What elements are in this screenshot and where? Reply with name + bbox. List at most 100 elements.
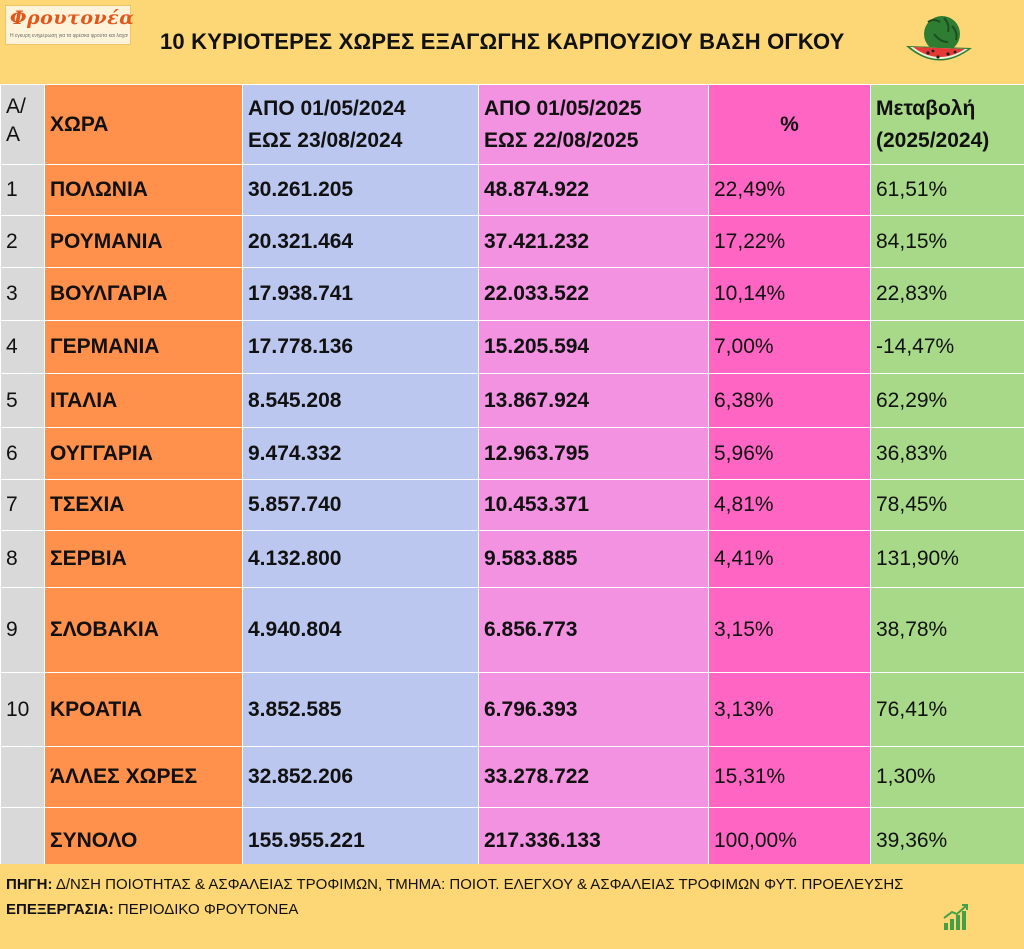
cell-country: ΤΣΕΧΙΑ (44, 479, 243, 531)
source-label: ΠΗΓΗ: (6, 876, 53, 893)
cell-share-pct: 4,81% (708, 479, 871, 531)
cell-num (0, 746, 45, 808)
cell-country: ΙΤΑΛΙΑ (44, 373, 243, 428)
cell-num: 6 (0, 427, 45, 480)
cell-num: 2 (0, 215, 45, 268)
table-row: 4 ΓΕΡΜΑΝΙΑ 17.778.136 15.205.594 7,00% -14,47… (0, 320, 1024, 374)
cell-value-2024: 8.545.208 (242, 373, 479, 428)
table-row: 6 ΟΥΓΓΑΡΙΑ 9.474.332 12.963.795 5,96% 36,83% (0, 427, 1024, 480)
cell-share-pct: 5,96% (708, 427, 871, 480)
header-row: Α/Α ΧΩΡΑ ΑΠΟ 01/05/2024 ΕΩΣ 23/08/2024 ΑΠ… (0, 84, 1024, 165)
cell-share-pct: 4,41% (708, 530, 871, 588)
logo[interactable]: Φρουτονέα Η έγκυρη ενημέρωση για τα φρέσ… (5, 5, 135, 45)
growth-chart-icon (943, 904, 968, 930)
cell-share-pct: 22,49% (708, 164, 871, 216)
cell-num: 9 (0, 587, 45, 673)
cell-change-pct: 62,29% (870, 373, 1024, 428)
cell-change-pct: 22,83% (870, 267, 1024, 321)
table-row: 8 ΣΕΡΒΙΑ 4.132.800 9.583.885 4,41% 131,90% (0, 530, 1024, 588)
cell-country: ΣΛΟΒΑΚΙΑ (44, 587, 243, 673)
cell-share-pct: 3,15% (708, 587, 871, 673)
table-row: 3 ΒΟΥΛΓΑΡΙΑ 17.938.741 22.033.522 10,14% 22,8… (0, 267, 1024, 321)
cell-num: 1 (0, 164, 45, 216)
col-header-country: ΧΩΡΑ (44, 84, 243, 165)
cell-value-2025: 15.205.594 (478, 320, 709, 374)
table-row: 9 ΣΛΟΒΑΚΙΑ 4.940.804 6.856.773 3,15% 38,78% (0, 587, 1024, 673)
cell-value-2025: 13.867.924 (478, 373, 709, 428)
cell-num: 10 (0, 672, 45, 747)
cell-change-pct: 76,41% (870, 672, 1024, 747)
cell-value-2024: 9.474.332 (242, 427, 479, 480)
table-row: 2 ΡΟΥΜΑΝΙΑ 20.321.464 37.421.232 17,22% 84,15… (0, 215, 1024, 268)
col-header-change: Μεταβολή (2025/2024) (870, 84, 1024, 165)
cell-value-2024: 17.778.136 (242, 320, 479, 374)
cell-country: ΠΟΛΩΝΙΑ (44, 164, 243, 216)
cell-change-pct: 61,51% (870, 164, 1024, 216)
cell-value-2025: 22.033.522 (478, 267, 709, 321)
cell-value-2025: 6.796.393 (478, 672, 709, 747)
cell-num: 7 (0, 479, 45, 531)
cell-country: ΓΕΡΜΑΝΙΑ (44, 320, 243, 374)
cell-value-2025: 33.278.722 (478, 746, 709, 808)
processing-label: ΕΠΕΞΕΡΓΑΣΙΑ: (6, 901, 114, 918)
cell-change-pct: 84,15% (870, 215, 1024, 268)
col-header-2025: ΑΠΟ 01/05/2025 ΕΩΣ 22/08/2025 (478, 84, 709, 165)
cell-num: 8 (0, 530, 45, 588)
cell-change-pct: 78,45% (870, 479, 1024, 531)
page-title: 10 ΚΥΡΙΟΤΕΡΕΣ ΧΩΡΕΣ ΕΞΑΓΩΓΗΣ ΚΑΡΠΟΥΖΙΟΥ … (160, 29, 845, 54)
cell-country: ΒΟΥΛΓΑΡΙΑ (44, 267, 243, 321)
table-row: 5 ΙΤΑΛΙΑ 8.545.208 13.867.924 6,38% 62,29% (0, 373, 1024, 428)
cell-share-pct: 7,00% (708, 320, 871, 374)
cell-change-pct: 131,90% (870, 530, 1024, 588)
cell-num: 3 (0, 267, 45, 321)
cell-share-pct: 15,31% (708, 746, 871, 808)
logo-tagline: Η έγκυρη ενημέρωση για τα φρέσκα φρούτα … (10, 33, 128, 39)
cell-value-2025: 48.874.922 (478, 164, 709, 216)
cell-change-pct: -14,47% (870, 320, 1024, 374)
cell-share-pct: 3,13% (708, 672, 871, 747)
table-row: 1 ΠΟΛΩΝΙΑ 30.261.205 48.874.922 22,49% 61,51% (0, 164, 1024, 216)
processing-text: ΠΕΡΙΟΔΙΚΟ ΦΡΟΥΤΟΝΕΑ (113, 901, 299, 918)
cell-value-2025: 37.421.232 (478, 215, 709, 268)
col-header-2024: ΑΠΟ 01/05/2024 ΕΩΣ 23/08/2024 (242, 84, 479, 165)
cell-value-2024: 30.261.205 (242, 164, 479, 216)
cell-value-2024: 3.852.585 (242, 672, 479, 747)
footer: ΠΗΓΗ: Δ/ΝΣΗ ΠΟΙΟΤΗΤΑΣ & ΑΣΦΑΛΕΙΑΣ ΤΡΟΦΙΜ… (0, 864, 1024, 949)
cell-change-pct: 1,30% (870, 746, 1024, 808)
table-row: 10 ΚΡΟΑΤΙΑ 3.852.585 6.796.393 3,13% 76,41% (0, 672, 1024, 747)
cell-num: 5 (0, 373, 45, 428)
processing-note: ΕΠΕΞΕΡΓΑΣΙΑ: ΠΕΡΙΟΔΙΚΟ ΦΡΟΥΤΟΝΕΑ (6, 901, 298, 918)
cell-value-2024: 32.852.206 (242, 746, 479, 808)
cell-num: 4 (0, 320, 45, 374)
cell-value-2025: 217.336.133 (478, 807, 709, 874)
table-row: 7 ΤΣΕΧΙΑ 5.857.740 10.453.371 4,81% 78,45% (0, 479, 1024, 531)
logo-name: Φρουτονέα (10, 7, 135, 29)
col-header-pct: % (708, 84, 871, 165)
cell-value-2025: 6.856.773 (478, 587, 709, 673)
cell-value-2024: 17.938.741 (242, 267, 479, 321)
cell-change-pct: 38,78% (870, 587, 1024, 673)
cell-country: ΆΛΛΕΣ ΧΩΡΕΣ (44, 746, 243, 808)
cell-country: ΚΡΟΑΤΙΑ (44, 672, 243, 747)
cell-value-2024: 4.132.800 (242, 530, 479, 588)
header: Φρουτονέα Η έγκυρη ενημέρωση για τα φρέσ… (0, 0, 1024, 84)
cell-value-2025: 10.453.371 (478, 479, 709, 531)
cell-value-2025: 9.583.885 (478, 530, 709, 588)
watermelon-slice-icon (906, 16, 972, 61)
cell-country: ΡΟΥΜΑΝΙΑ (44, 215, 243, 268)
cell-change-pct: 36,83% (870, 427, 1024, 480)
table-row: ΆΛΛΕΣ ΧΩΡΕΣ 32.852.206 33.278.722 15,31% 1,3… (0, 746, 1024, 808)
cell-value-2024: 20.321.464 (242, 215, 479, 268)
exports-table: Α/Α ΧΩΡΑ ΑΠΟ 01/05/2024 ΕΩΣ 23/08/2024 ΑΠ… (0, 84, 1024, 874)
col-header-num: Α/Α (0, 84, 45, 165)
cell-country: ΟΥΓΓΑΡΙΑ (44, 427, 243, 480)
cell-value-2025: 12.963.795 (478, 427, 709, 480)
source-text: Δ/ΝΣΗ ΠΟΙΟΤΗΤΑΣ & ΑΣΦΑΛΕΙΑΣ ΤΡΟΦΙΜΩΝ, ΤΜ… (52, 876, 904, 893)
cell-share-pct: 6,38% (708, 373, 871, 428)
source-note: ΠΗΓΗ: Δ/ΝΣΗ ΠΟΙΟΤΗΤΑΣ & ΑΣΦΑΛΕΙΑΣ ΤΡΟΦΙΜ… (6, 876, 903, 893)
cell-share-pct: 17,22% (708, 215, 871, 268)
table-row: ΣΥΝΟΛΟ 155.955.221 217.336.133 100,00% 39,36… (0, 807, 1024, 874)
cell-country: ΣΕΡΒΙΑ (44, 530, 243, 588)
cell-change-pct: 39,36% (870, 807, 1024, 874)
cell-share-pct: 10,14% (708, 267, 871, 321)
